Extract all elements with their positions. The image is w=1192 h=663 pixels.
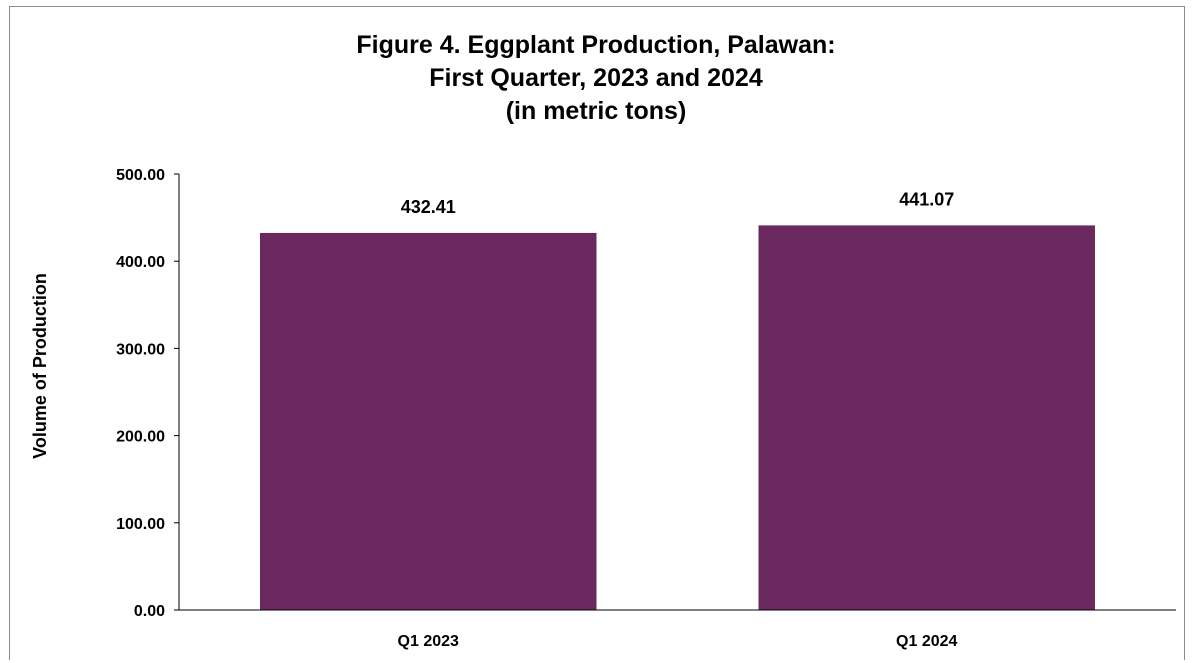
bar-value-labels: 432.41 441.07 [401, 189, 955, 217]
bar-q1-2023 [260, 232, 597, 610]
chart-title: Figure 4. Eggplant Production, Palawan: … [356, 31, 835, 125]
y-tick-label: 500.00 [116, 167, 165, 184]
bar-value-label: 432.41 [401, 197, 456, 217]
y-tick-label: 0.00 [134, 603, 165, 620]
x-category-label: Q1 2024 [896, 633, 957, 650]
chart-title-line-3: (in metric tons) [506, 97, 687, 125]
chart-title-line-1: Figure 4. Eggplant Production, Palawan: [356, 31, 835, 59]
bars [260, 225, 1095, 610]
y-axis-title: Volume of Production [30, 273, 50, 459]
y-tick-label: 400.00 [116, 254, 165, 271]
bar-value-label: 441.07 [899, 189, 954, 209]
x-category-label: Q1 2023 [398, 633, 459, 650]
y-axis-ticks: 0.00 100.00 200.00 300.00 400.00 500.00 [116, 167, 179, 620]
y-tick-label: 200.00 [116, 429, 165, 446]
chart-title-line-2: First Quarter, 2023 and 2024 [429, 64, 763, 92]
y-tick-label: 300.00 [116, 341, 165, 358]
x-axis-category-labels: Q1 2023 Q1 2024 [398, 633, 958, 650]
bar-q1-2024 [758, 225, 1095, 610]
y-tick-label: 100.00 [116, 516, 165, 533]
